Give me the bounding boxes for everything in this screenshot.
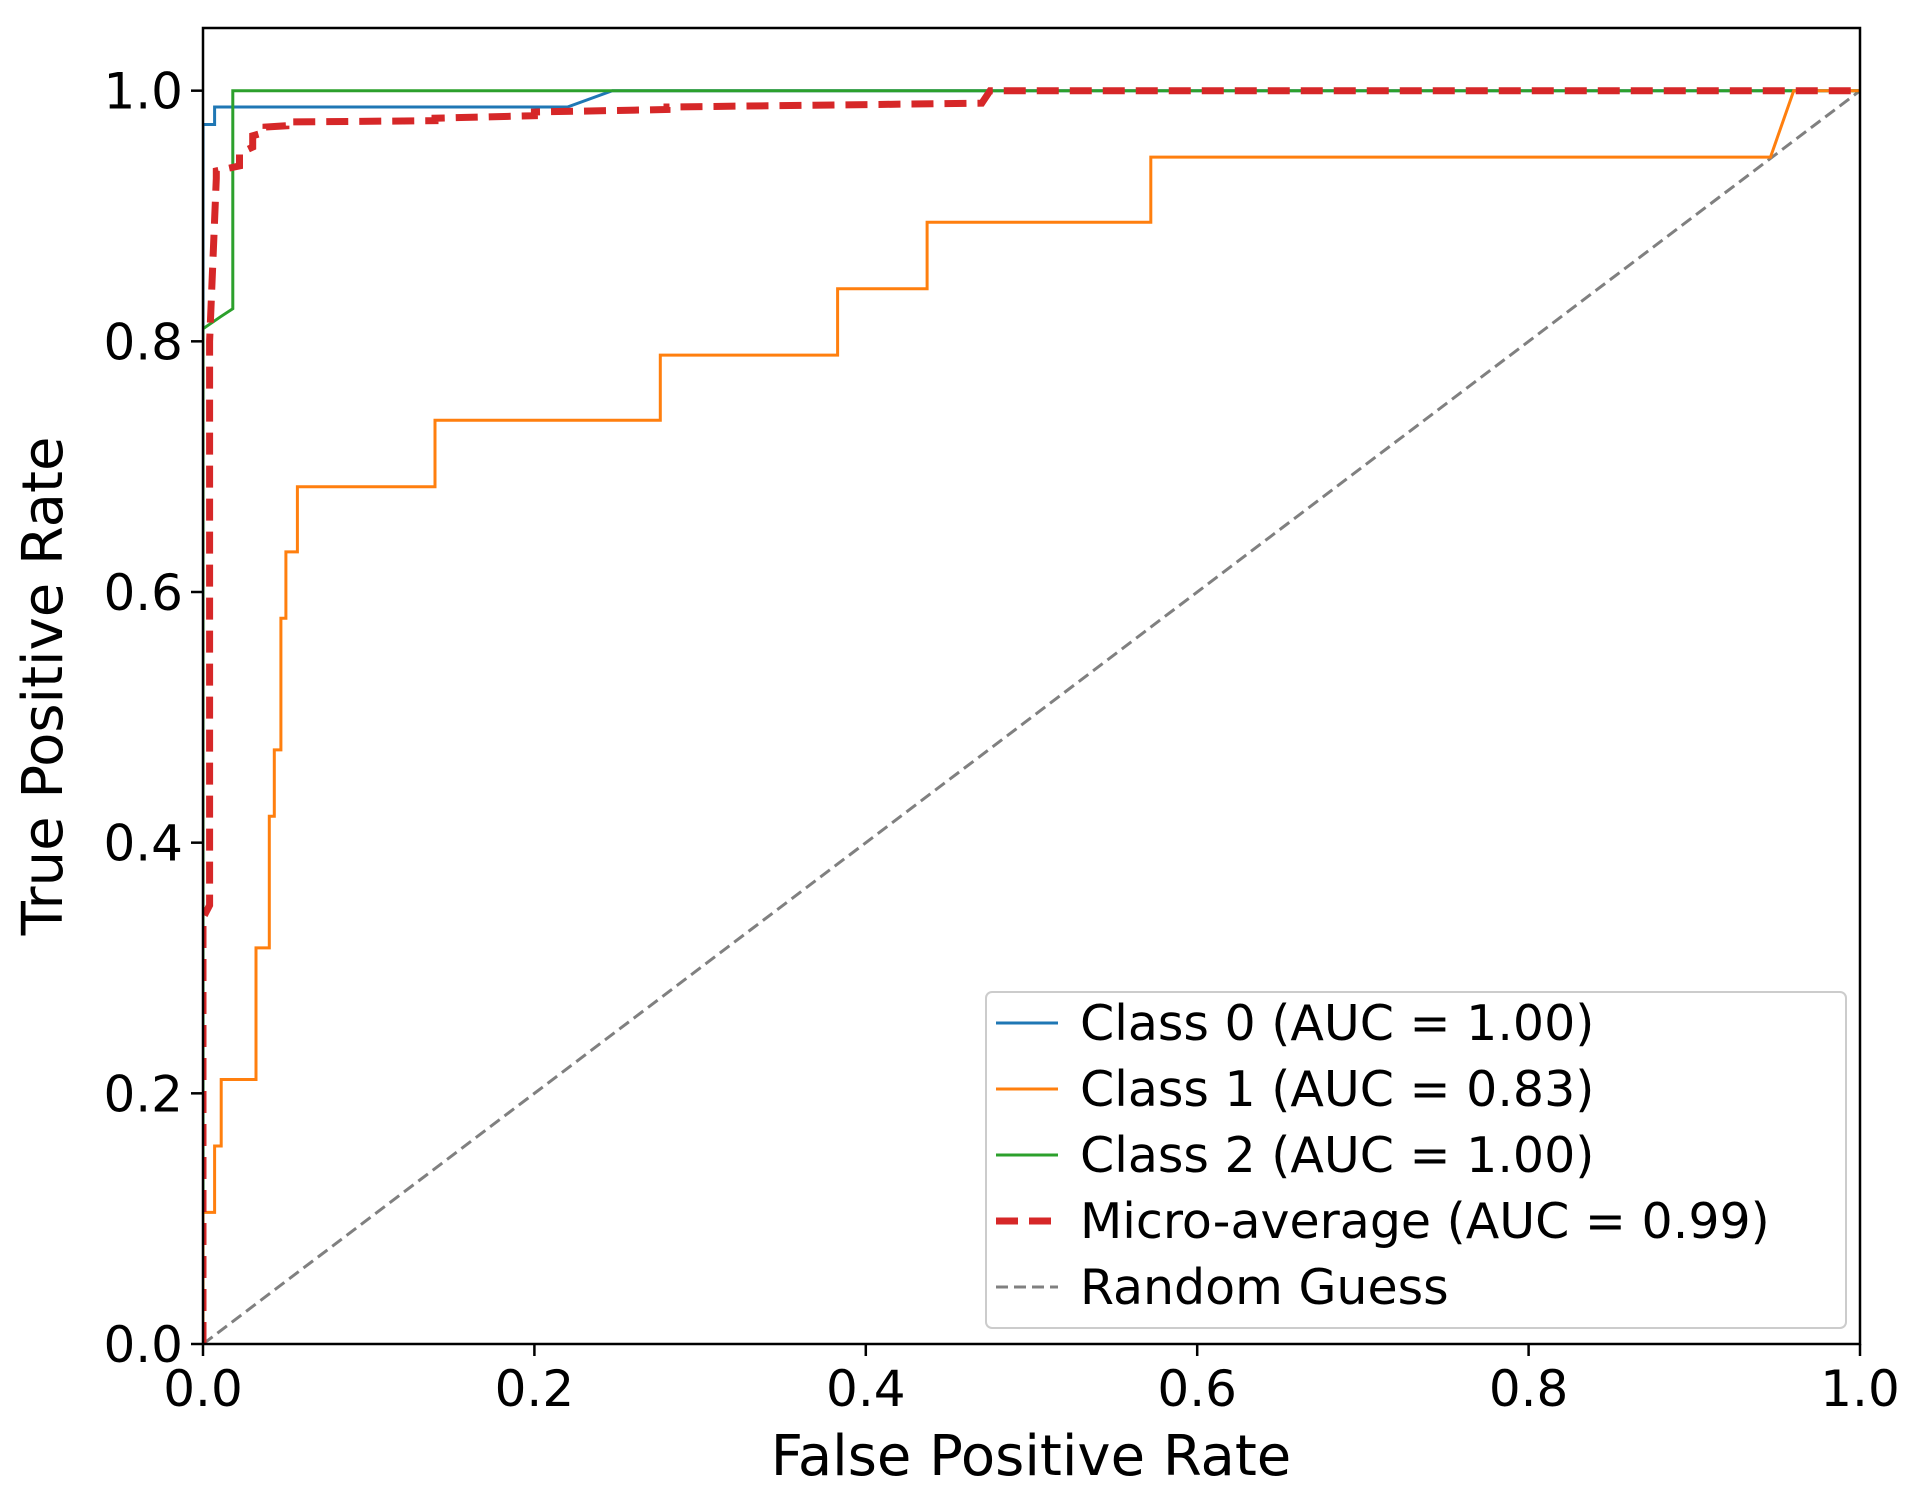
y-tick-label: 0.8 bbox=[103, 313, 183, 371]
legend-label: Class 1 (AUC = 0.83) bbox=[1080, 1061, 1594, 1118]
y-tick-label: 1.0 bbox=[103, 63, 183, 121]
legend: Class 0 (AUC = 1.00) Class 1 (AUC = 0.83)… bbox=[985, 991, 1847, 1329]
y-tick-label: 0.0 bbox=[103, 1316, 183, 1374]
y-tick-label: 0.6 bbox=[103, 564, 183, 622]
x-tick-label: 0.8 bbox=[1489, 1360, 1569, 1418]
legend-label: Micro-average (AUC = 0.99) bbox=[1080, 1193, 1770, 1250]
series-line-micro-average-auc-0-99 bbox=[203, 87, 1860, 1344]
series-line-class-1-auc-0-83 bbox=[203, 89, 1860, 1344]
series-layer bbox=[203, 87, 1860, 1344]
legend-frame bbox=[985, 991, 1847, 1329]
legend-label: Random Guess bbox=[1080, 1259, 1449, 1316]
y-axis-title: True Positive Rate bbox=[11, 437, 76, 937]
y-tick-label: 0.2 bbox=[103, 1065, 183, 1123]
x-tick-label: 1.0 bbox=[1820, 1360, 1900, 1418]
y-axis-ticks: 0.0 0.2 0.4 0.6 0.8 1.0 bbox=[103, 63, 203, 1374]
plot-frame bbox=[201, 26, 1862, 1346]
x-tick-label: 0.6 bbox=[1157, 1360, 1237, 1418]
series-line-random-guess bbox=[203, 89, 1860, 1344]
x-axis-ticks: 0.0 0.2 0.4 0.6 0.8 1.0 bbox=[163, 1344, 1900, 1418]
x-tick-label: 0.4 bbox=[826, 1360, 906, 1418]
x-tick-label: 0.0 bbox=[163, 1360, 243, 1418]
x-axis-title: False Positive Rate bbox=[771, 1424, 1291, 1489]
series-line-class-2-auc-1-00 bbox=[203, 89, 1860, 1344]
y-tick-label: 0.4 bbox=[103, 815, 183, 873]
legend-label: Class 2 (AUC = 1.00) bbox=[1080, 1127, 1594, 1184]
legend-label: Class 0 (AUC = 1.00) bbox=[1080, 995, 1594, 1052]
x-tick-label: 0.2 bbox=[495, 1360, 575, 1418]
